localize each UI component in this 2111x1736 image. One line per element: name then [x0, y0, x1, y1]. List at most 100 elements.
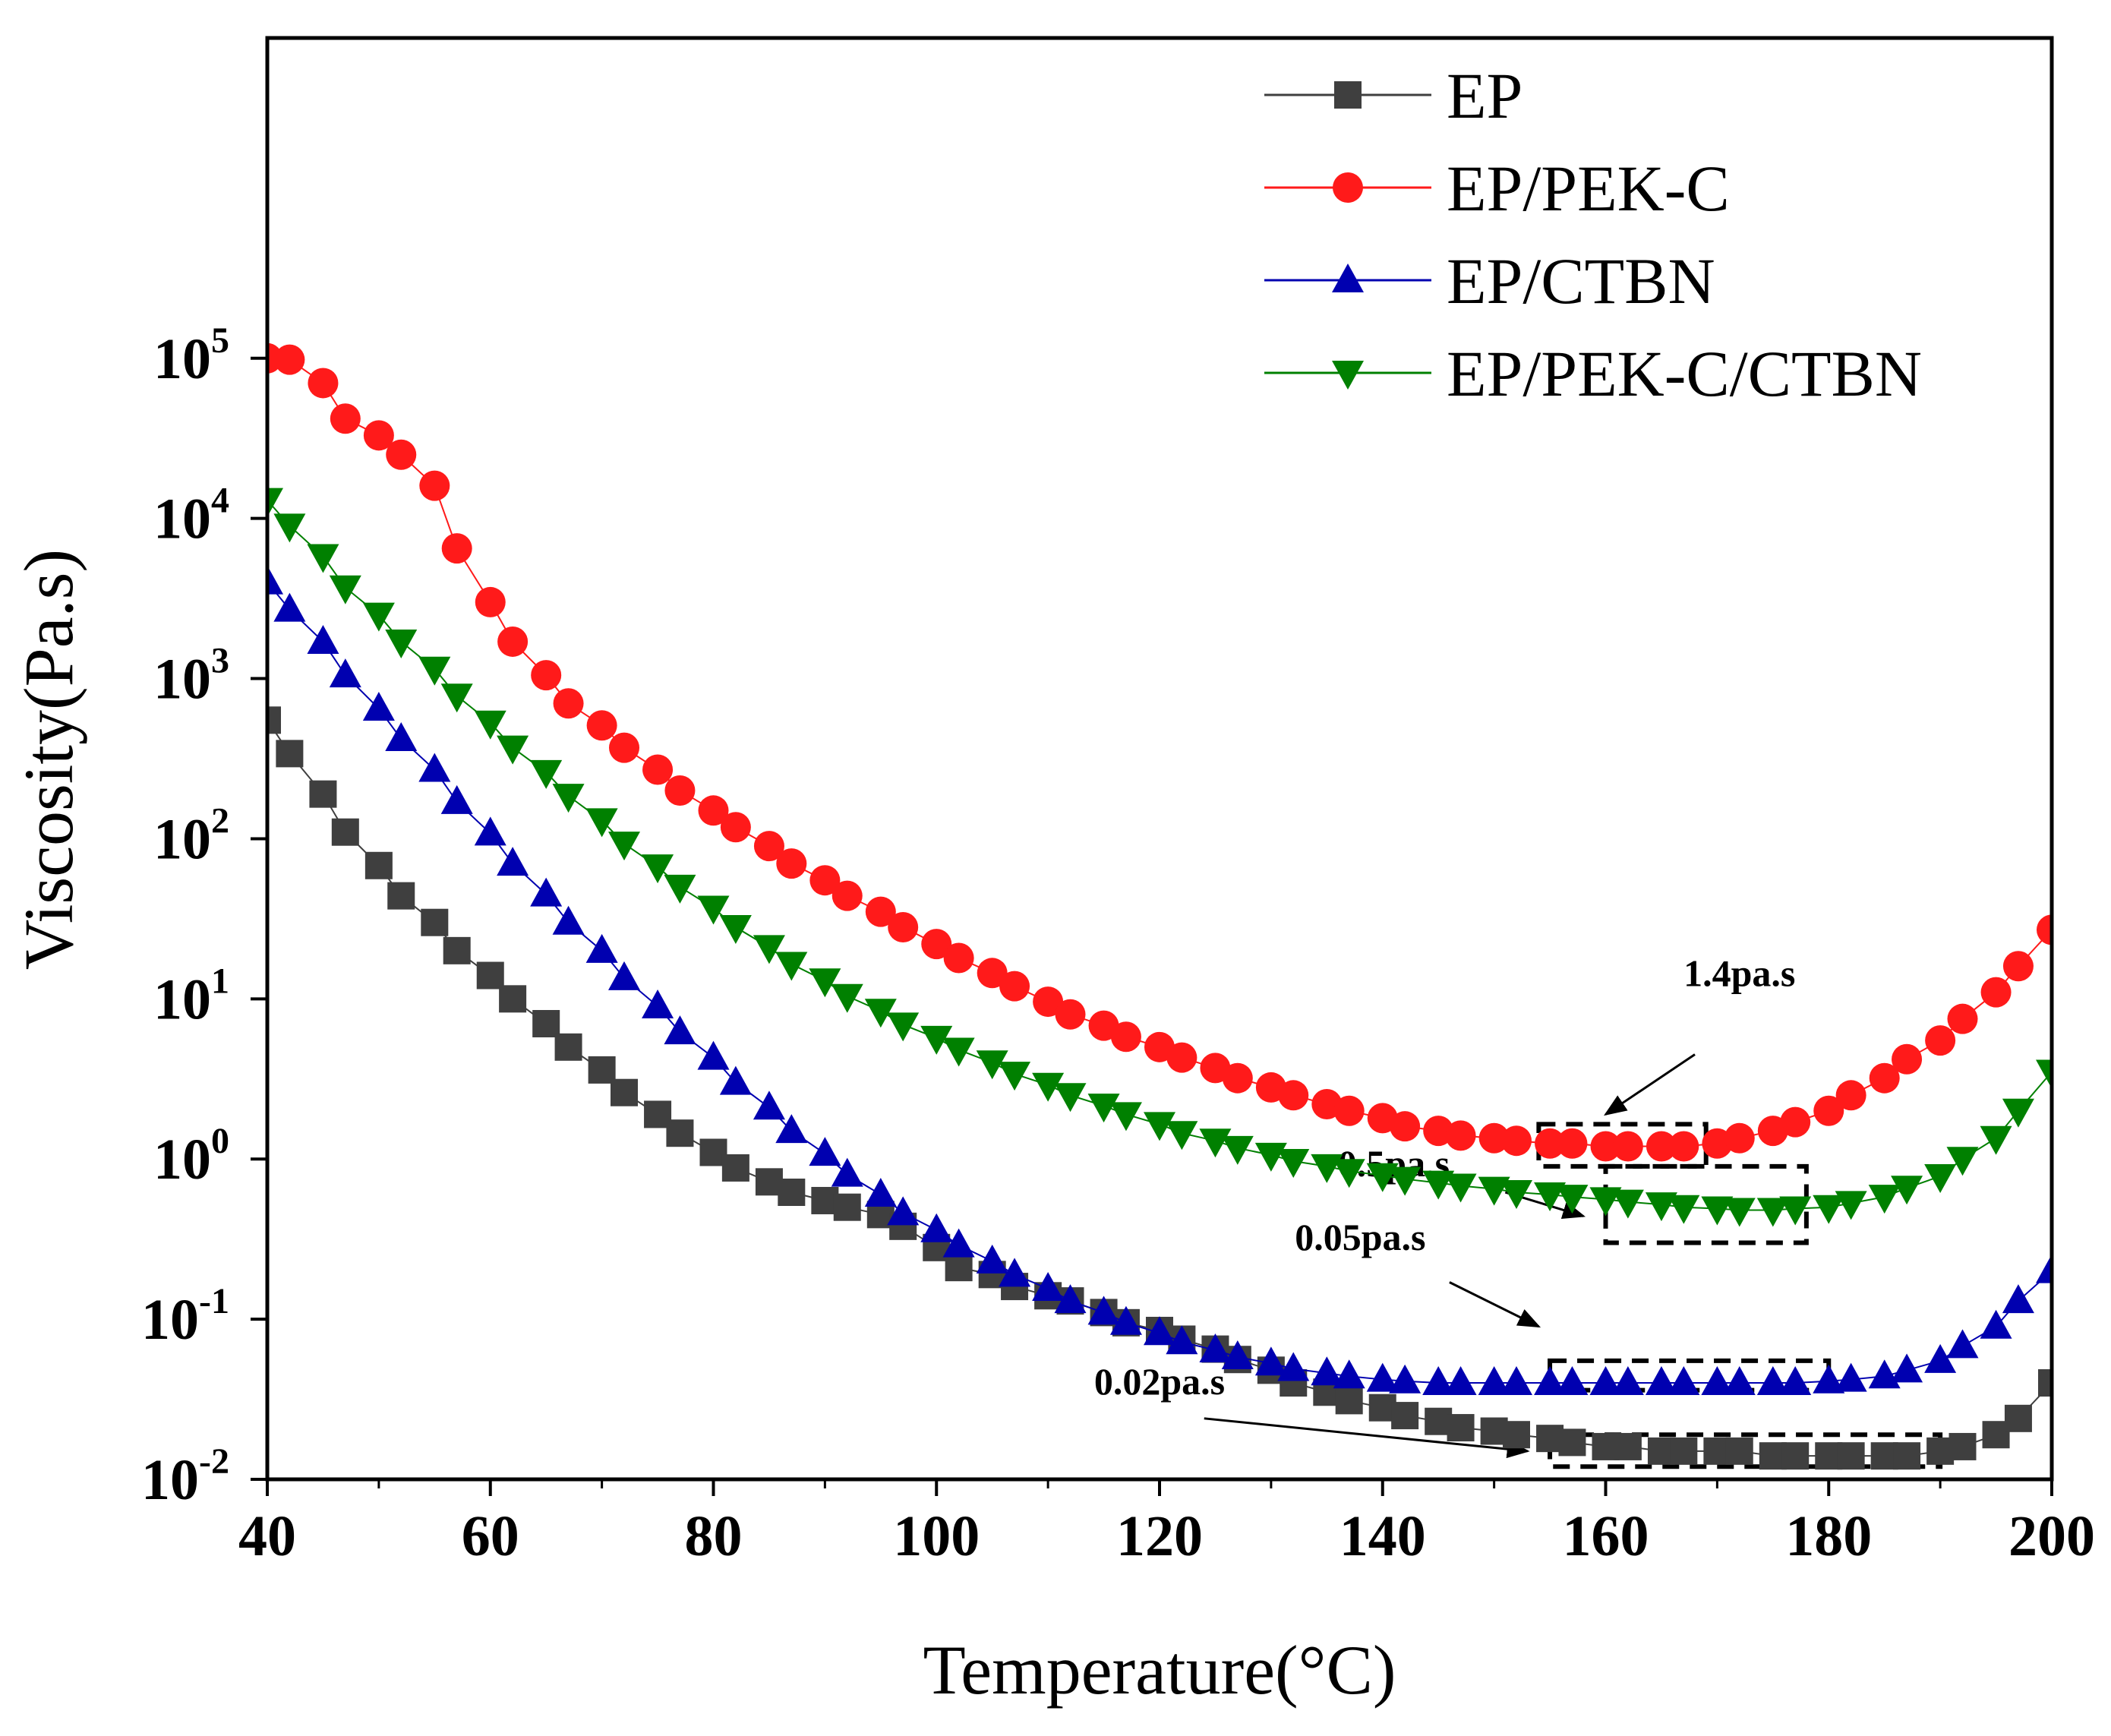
data-point — [1668, 1366, 1700, 1396]
data-point — [697, 1040, 730, 1070]
data-point — [440, 784, 473, 814]
data-point — [1333, 1159, 1365, 1188]
data-point — [1756, 1198, 1789, 1227]
data-point — [1589, 1366, 1622, 1396]
data-point — [1670, 1437, 1698, 1465]
data-point — [1946, 1147, 1979, 1176]
data-point — [421, 908, 449, 936]
data-point — [1335, 1387, 1363, 1415]
data-point — [474, 710, 506, 740]
data-point — [1869, 1062, 1900, 1094]
x-axis: 40 60 80 100 120 140 160 180 200 — [238, 1479, 2095, 1568]
data-point — [1199, 1128, 1232, 1158]
data-point — [1144, 1112, 1175, 1141]
data-point — [1199, 1333, 1232, 1362]
data-point — [1835, 1191, 1867, 1220]
annotation-label: 0.05pa.s — [1295, 1216, 1425, 1258]
legend-label: EP — [1447, 59, 1523, 132]
data-point — [864, 1178, 897, 1207]
data-point — [1835, 1080, 1866, 1111]
data-point — [1447, 1414, 1475, 1442]
data-point — [1445, 1120, 1476, 1151]
data-point — [1558, 1428, 1586, 1457]
data-point — [497, 847, 529, 876]
data-point — [474, 816, 506, 846]
legend-label: EP/PEK-C — [1447, 152, 1730, 225]
data-point — [385, 629, 418, 658]
data-point — [2036, 1059, 2052, 1089]
data-point — [945, 1254, 973, 1282]
data-point — [331, 818, 359, 846]
data-point — [976, 1050, 1008, 1080]
data-point — [999, 1258, 1031, 1287]
data-point — [697, 895, 730, 925]
y-tick-label: 100 — [153, 1121, 229, 1192]
data-point — [1389, 1364, 1422, 1394]
data-point — [999, 1062, 1031, 1091]
data-point — [307, 544, 339, 573]
data-point — [1500, 1366, 1532, 1396]
data-point — [418, 656, 451, 686]
series-line — [267, 719, 2052, 1457]
data-point — [1501, 1125, 1532, 1157]
data-point — [1166, 1042, 1197, 1073]
series-ep — [267, 706, 2052, 1470]
data-point — [1333, 1359, 1365, 1389]
data-point — [1980, 1309, 2012, 1339]
data-point — [386, 439, 417, 470]
data-point — [611, 1078, 638, 1106]
data-point — [1725, 1437, 1753, 1465]
data-point — [1333, 1095, 1365, 1126]
legend-label: EP/CTBN — [1447, 245, 1715, 317]
data-point — [664, 874, 696, 904]
data-point — [1947, 1003, 1978, 1034]
data-point — [977, 958, 1008, 989]
legend-label: EP/PEK-C/CTBN — [1447, 337, 1922, 410]
data-point — [1222, 1062, 1253, 1094]
data-point — [1054, 1284, 1087, 1314]
data-point — [642, 989, 674, 1018]
plot-frame — [265, 36, 2054, 1482]
data-point — [1166, 1121, 1198, 1150]
data-point — [1893, 1442, 1921, 1470]
data-point — [1478, 1122, 1510, 1154]
data-point — [1780, 1106, 1811, 1138]
legend-item: EP — [1264, 59, 1523, 132]
legend-marker — [1333, 172, 1363, 203]
data-point — [476, 961, 504, 990]
data-point — [274, 344, 305, 375]
data-point — [664, 775, 696, 806]
data-point — [1948, 1432, 1977, 1460]
data-point — [1087, 1296, 1120, 1325]
data-point — [385, 722, 418, 752]
data-point — [1589, 1187, 1622, 1217]
data-point — [585, 808, 618, 838]
data-point — [1614, 1432, 1642, 1460]
data-point — [1478, 1176, 1510, 1206]
series-ep-ctbn — [267, 565, 2052, 1396]
legend-item: EP/PEK-C/CTBN — [1264, 337, 1922, 410]
x-tick-label: 180 — [1785, 1504, 1872, 1568]
data-point — [530, 877, 563, 907]
data-point — [809, 1137, 841, 1166]
data-point — [1813, 1364, 1845, 1394]
y-tick-label: 10-1 — [141, 1281, 229, 1352]
data-point — [1557, 1128, 1588, 1159]
data-point — [1032, 1072, 1065, 1102]
data-point — [530, 759, 563, 789]
data-point — [1946, 1329, 1979, 1359]
data-point — [1503, 1421, 1530, 1449]
y-tick-label: 103 — [153, 641, 229, 712]
data-point — [1980, 977, 2012, 1008]
data-point — [1109, 1102, 1142, 1132]
legend-marker — [1332, 361, 1364, 390]
data-point — [753, 1091, 785, 1120]
x-tick-label: 200 — [2008, 1504, 2095, 1568]
data-point — [778, 1179, 806, 1207]
data-point — [1779, 1196, 1812, 1226]
data-point — [267, 488, 283, 517]
data-point — [1033, 986, 1064, 1018]
data-point — [364, 851, 393, 879]
data-point — [307, 624, 339, 654]
